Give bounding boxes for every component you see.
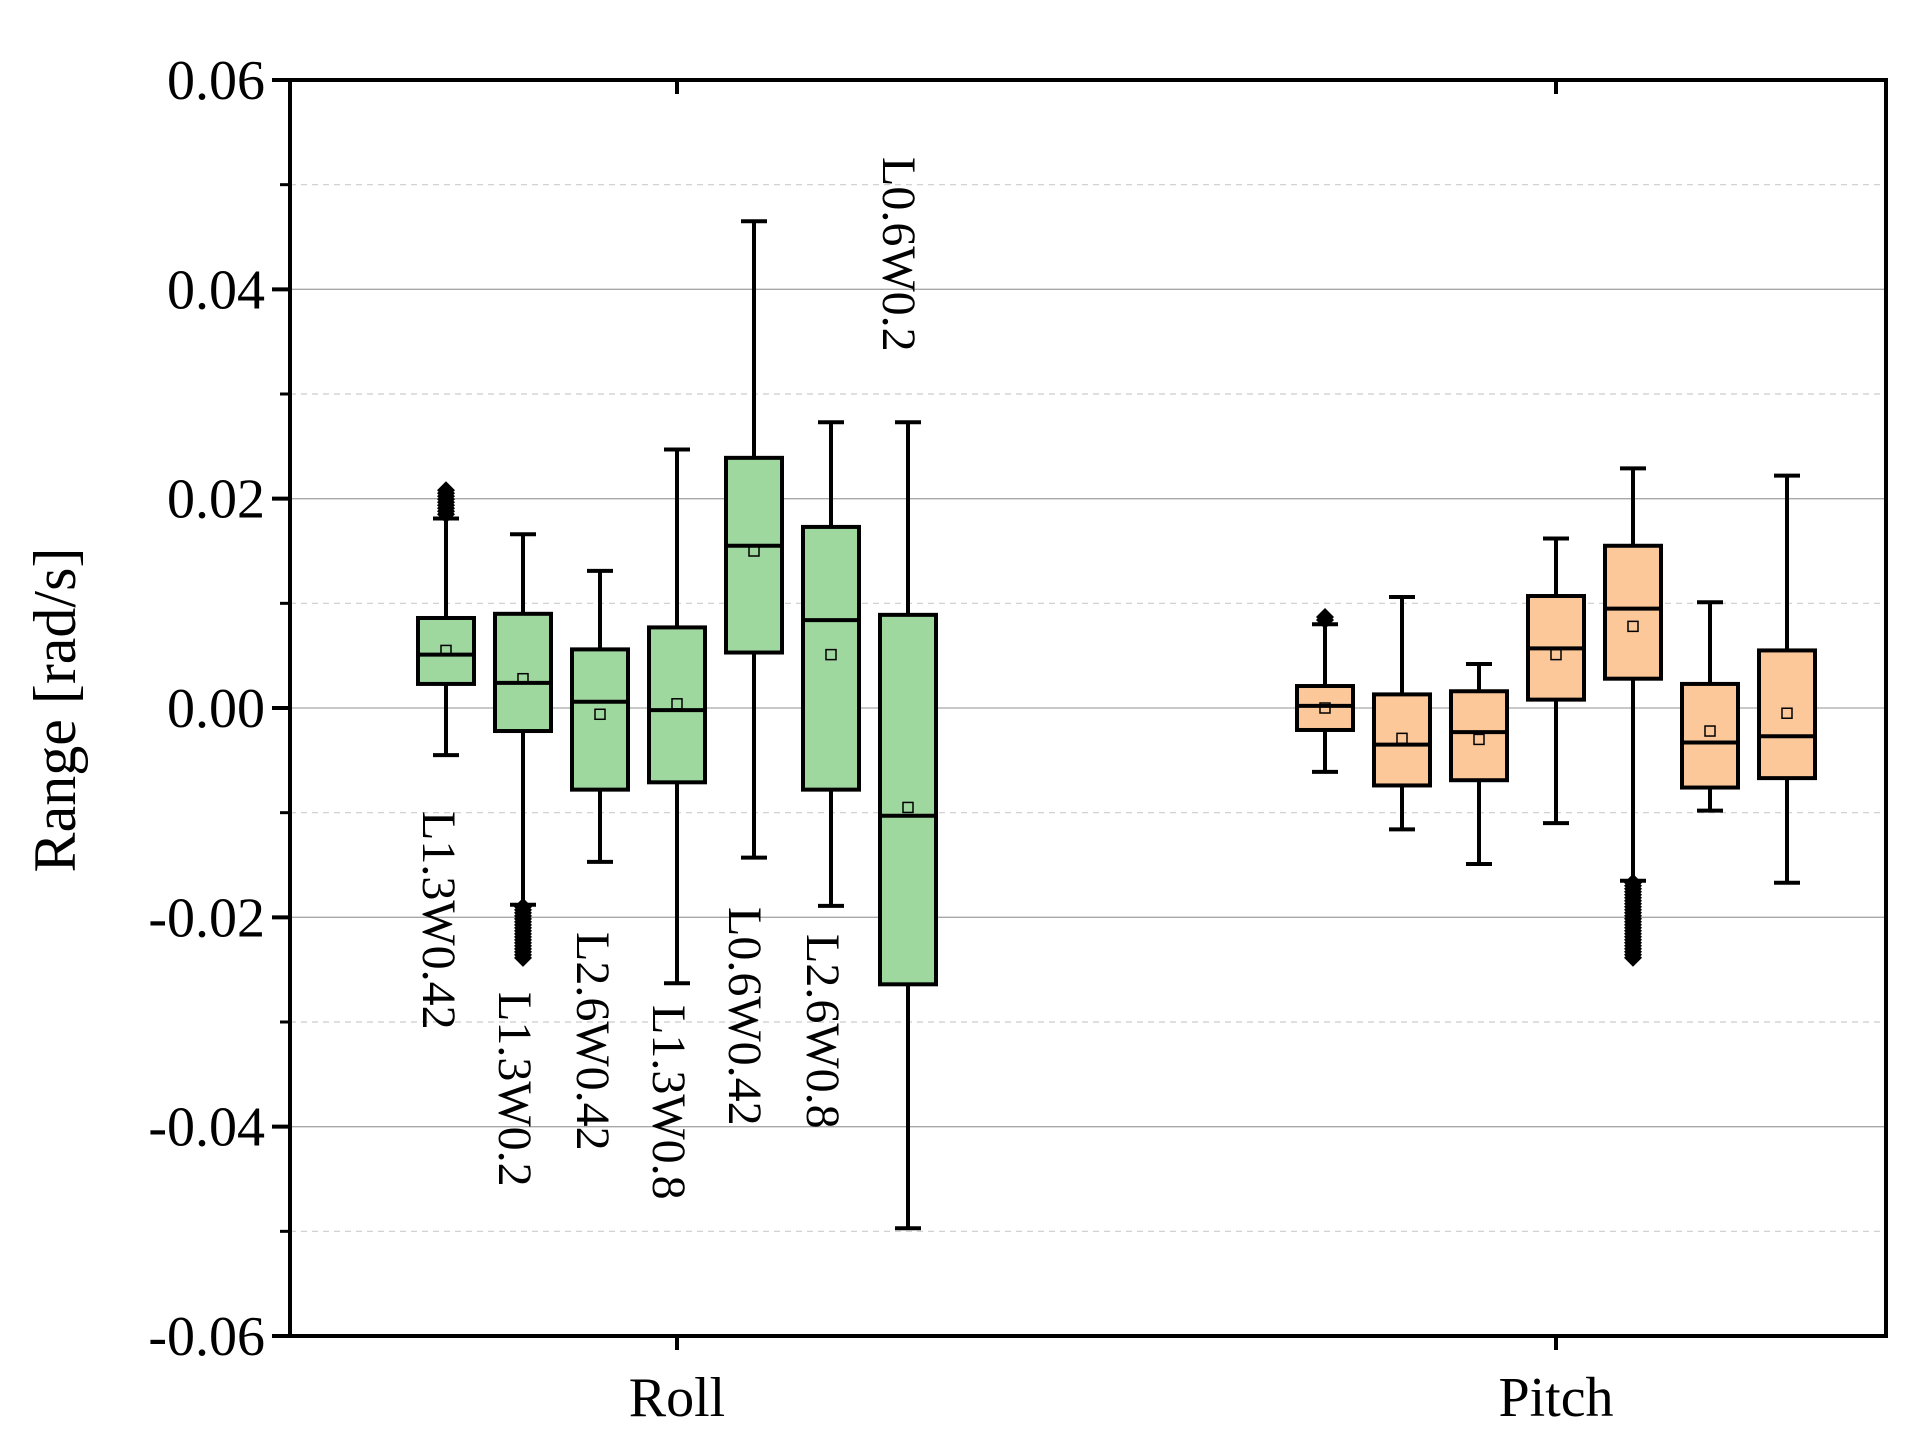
mean-marker [1473, 733, 1485, 746]
mean-marker [1319, 702, 1331, 714]
iqr-box [1295, 684, 1355, 732]
box-roll-2 [493, 532, 553, 967]
iqr-box [1449, 689, 1509, 783]
mean-marker [825, 648, 837, 661]
iqr-box [878, 612, 938, 987]
labels-layer: L1.3W0.42 L1.3W0.2 L2.6W0.42 L1.3W0.8 L0.6W0… [412, 157, 925, 1200]
box-pitch-5 [1603, 466, 1663, 967]
outlier-marker [1316, 610, 1334, 629]
x-category-label-pitch: Pitch [1498, 1367, 1613, 1429]
y-tick-label: -0.04 [148, 1097, 265, 1159]
iqr-box [1372, 692, 1432, 788]
y-tick-label: 0.06 [167, 50, 265, 112]
box-pitch-3 [1449, 662, 1509, 866]
box-label-2: L1.3W0.2 [488, 992, 541, 1187]
mean-marker [902, 801, 914, 814]
iqr-box [1757, 648, 1817, 781]
iqr-box [801, 524, 861, 792]
box-pitch-1 [1295, 607, 1355, 774]
outlier-marker [1624, 948, 1642, 967]
mean-marker [440, 644, 452, 657]
outlier-marker [437, 505, 455, 524]
box-label-4: L1.3W0.8 [642, 1005, 695, 1200]
box-roll-1 [416, 481, 476, 758]
box-roll-6 [801, 420, 861, 908]
mean-marker [1781, 707, 1793, 719]
box-label-3: L2.6W0.42 [566, 932, 619, 1151]
box-label-6: L2.6W0.8 [796, 934, 849, 1129]
boxes-layer [416, 219, 1817, 1231]
box-roll-4 [647, 447, 707, 986]
mean-marker [1627, 620, 1639, 633]
y-tick-label: 0.02 [167, 469, 265, 531]
mean-marker [748, 545, 760, 557]
box-label-1: L1.3W0.42 [412, 811, 465, 1030]
y-tick-label: 0.04 [167, 259, 265, 321]
y-tick-label: 0.00 [167, 678, 265, 740]
mean-marker [1550, 648, 1562, 661]
box-roll-3 [570, 568, 630, 864]
box-roll-5 [724, 219, 784, 860]
y-tick-label: -0.06 [148, 1306, 265, 1368]
x-category-label-roll: Roll [629, 1367, 725, 1429]
mean-marker [1396, 732, 1408, 745]
iqr-box [647, 625, 707, 785]
outlier-marker [514, 948, 532, 967]
y-tick-label: -0.02 [148, 887, 265, 949]
box-label-7: L0.6W0.2 [872, 157, 925, 352]
grid-layer [290, 184, 1886, 1232]
mean-marker [1704, 725, 1716, 737]
mean-marker [517, 672, 529, 685]
box-pitch-7 [1757, 473, 1817, 885]
iqr-box [493, 611, 553, 734]
iqr-box [416, 615, 476, 686]
box-roll-7 [878, 420, 938, 1231]
box-pitch-2 [1372, 595, 1432, 832]
iqr-box [1603, 543, 1663, 681]
axes-layer: -0.06 -0.04 -0.02 0.00 0.02 0.04 0.06 Roll Pitch [148, 50, 1888, 1429]
y-axis-label: Range [rad/s] [22, 548, 88, 873]
iqr-box [724, 455, 784, 655]
mean-marker [671, 698, 683, 710]
box-label-5: L0.6W0.42 [718, 907, 771, 1126]
box-pitch-4 [1526, 536, 1586, 826]
box-pitch-6 [1680, 600, 1740, 813]
mean-marker [594, 708, 606, 721]
